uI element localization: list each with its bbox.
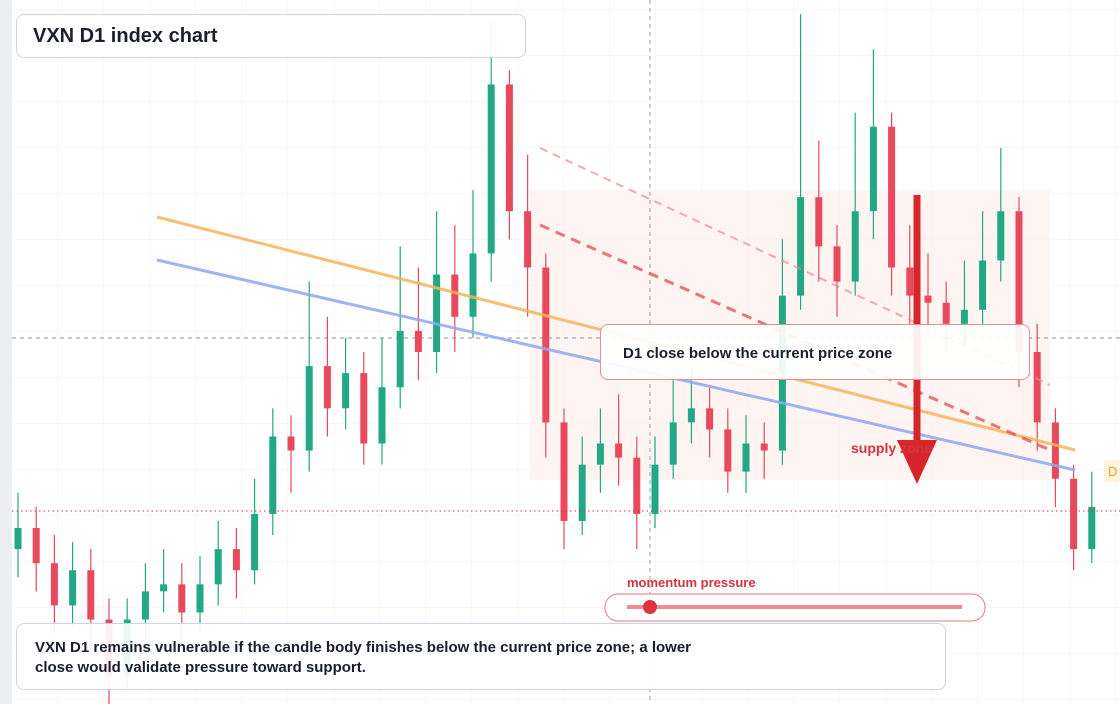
- candle-body: [560, 422, 568, 521]
- arrow-head: [897, 440, 937, 484]
- candle-body: [760, 443, 768, 451]
- candle-body: [669, 422, 677, 465]
- candle-body: [178, 584, 186, 613]
- candle-body: [1033, 352, 1041, 423]
- candle-body: [997, 211, 1005, 261]
- candle-body: [1088, 506, 1096, 550]
- candle-body: [87, 570, 95, 620]
- candle-body: [32, 528, 40, 564]
- candle-body: [433, 274, 441, 352]
- candle-body: [50, 563, 58, 606]
- candle-body: [269, 436, 277, 514]
- candle-body: [396, 330, 404, 388]
- candle-body: [214, 549, 222, 585]
- candle-body: [360, 373, 368, 444]
- candle-body: [469, 253, 477, 317]
- candle-body: [596, 443, 604, 465]
- candle-body: [906, 267, 914, 296]
- candle-body: [742, 443, 750, 472]
- edge-label: D: [1108, 464, 1117, 479]
- left-strip: [0, 0, 12, 704]
- candle-body: [833, 246, 841, 282]
- candle-body: [342, 373, 350, 409]
- candle-body: [232, 549, 240, 571]
- candle-body: [615, 443, 623, 458]
- candle-body: [323, 366, 331, 409]
- candle-body: [414, 330, 422, 352]
- candle-body: [797, 197, 805, 296]
- candle-body: [542, 267, 550, 423]
- candle-body: [851, 211, 859, 282]
- candle-body: [687, 408, 695, 423]
- candle-body: [141, 591, 149, 620]
- candle-body: [287, 436, 295, 451]
- candle-body: [960, 309, 968, 324]
- candle-body: [706, 408, 714, 430]
- candle-body: [815, 197, 823, 247]
- slider-knob[interactable]: [643, 600, 657, 614]
- note-box: VXN D1 remains vulnerable if the candle …: [16, 623, 946, 690]
- candle-body: [724, 429, 732, 472]
- note: VXN D1 remains vulnerable if the candle …: [35, 639, 692, 676]
- zone-label: supply zone: [851, 440, 932, 456]
- candle-body: [979, 260, 987, 310]
- candle-body: [869, 126, 877, 212]
- candle-body: [1051, 422, 1059, 479]
- candle-body: [651, 464, 659, 514]
- candle-body: [14, 528, 22, 550]
- candle-body: [942, 302, 950, 324]
- candle-body: [1070, 478, 1078, 550]
- candle-body: [196, 584, 204, 613]
- candle-body: [1015, 211, 1023, 352]
- title-box: VXN D1 index chart: [16, 14, 526, 58]
- candle-body: [888, 126, 896, 268]
- candle-body: [305, 366, 313, 451]
- candle-body: [924, 295, 932, 303]
- candle-body: [69, 570, 77, 606]
- candle-body: [451, 274, 459, 317]
- chart-title: VXN D1 index chart: [33, 25, 218, 47]
- candle-body: [578, 464, 586, 521]
- slider-label: momentum pressure: [627, 575, 756, 590]
- candle-body: [251, 513, 259, 571]
- annotation-box: D1 close below the current price zone: [600, 324, 1030, 380]
- candle-body: [487, 84, 495, 254]
- candle-body: [505, 84, 513, 212]
- candle-body: [524, 211, 532, 268]
- annotation: D1 close below the current price zone: [623, 345, 893, 362]
- candle-body: [378, 387, 386, 444]
- edge-tag: [1104, 460, 1120, 482]
- candle-body: [160, 584, 168, 592]
- candle-body: [633, 457, 641, 514]
